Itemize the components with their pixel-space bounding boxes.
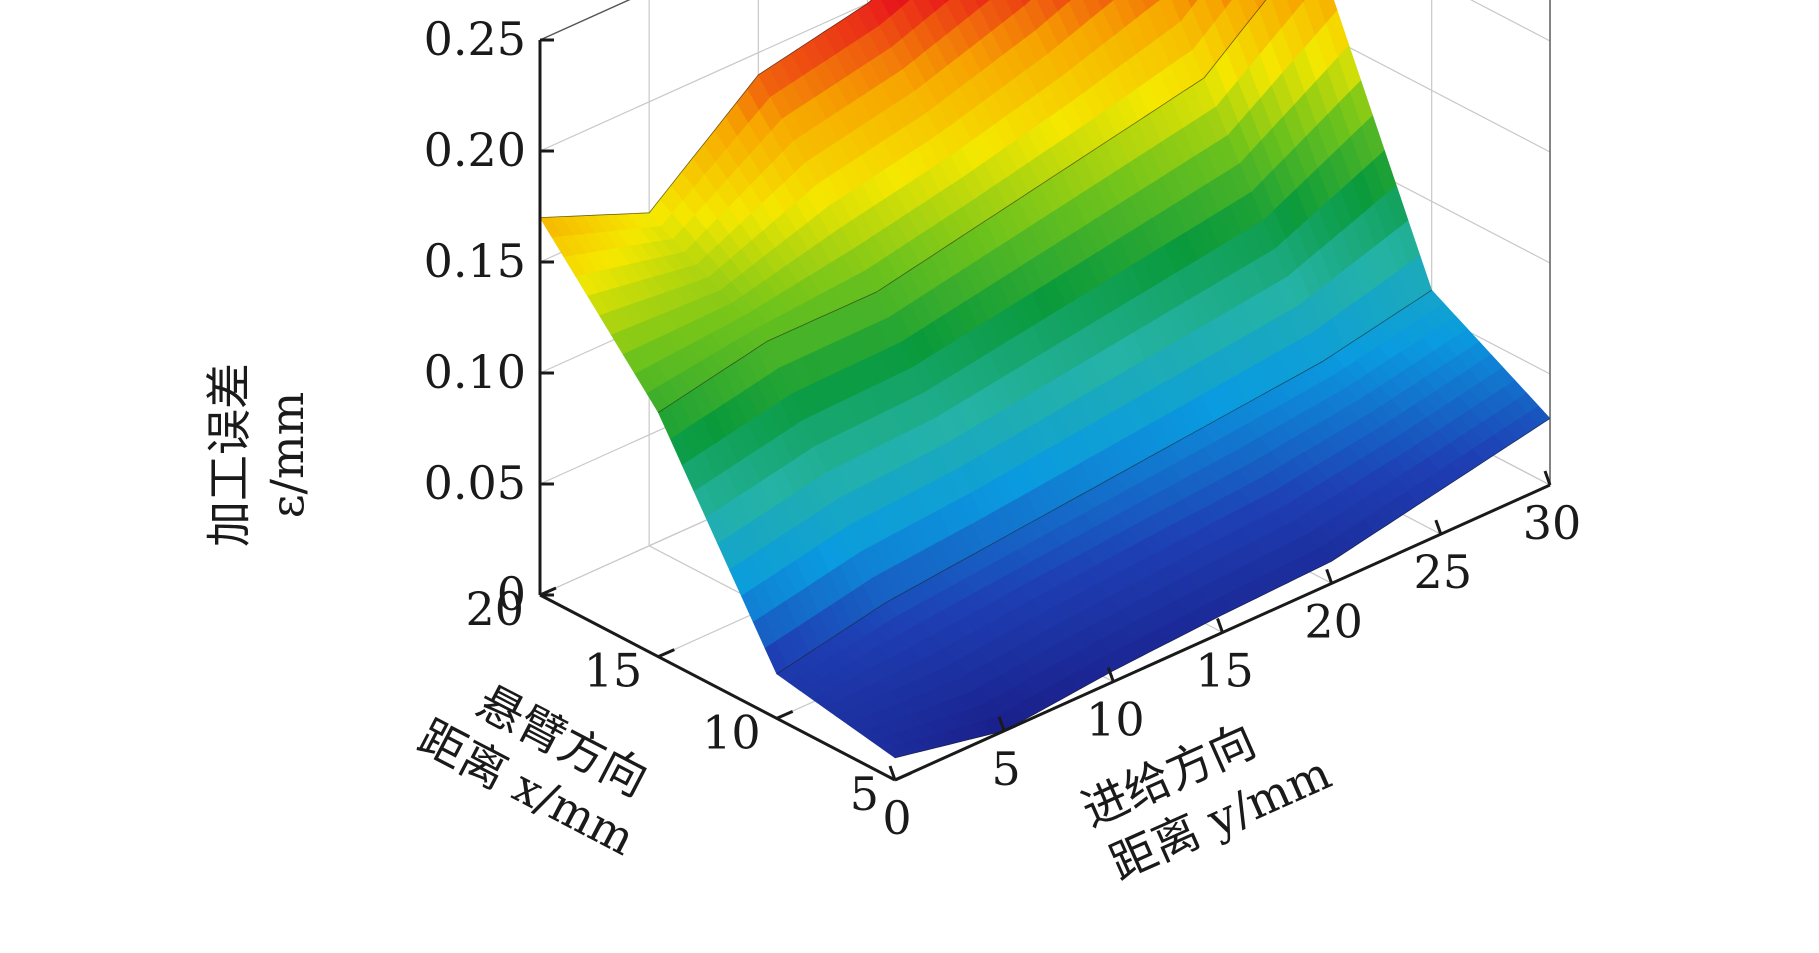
- y-tick: [1543, 470, 1552, 486]
- surface-patch: [1082, 0, 1103, 19]
- surface-patch: [1204, 0, 1226, 23]
- grid-line: [1257, 0, 1551, 153]
- surface-patch: [944, 0, 950, 3]
- surface-patch: [1254, 0, 1267, 10]
- surface-patch: [1157, 0, 1181, 30]
- surface-patch: [928, 0, 947, 12]
- surface-patch: [1171, 0, 1192, 22]
- surface-patch: [1020, 0, 1031, 7]
- surface-patch: [1318, 0, 1338, 23]
- surface-patch: [900, 0, 925, 30]
- surface-patch: [1052, 0, 1069, 12]
- surface-patch: [897, 0, 910, 8]
- surface-patch: [1023, 0, 1048, 31]
- surface-patch: [1142, 0, 1159, 11]
- y-tick-label: 25: [1414, 545, 1473, 599]
- axes-layer: [538, 38, 1552, 782]
- y-tick-label: 0: [882, 791, 911, 845]
- z-tick-label: 0.05: [424, 456, 526, 510]
- surface-patch: [1112, 0, 1137, 28]
- surface-patch: [1221, 0, 1232, 9]
- x-tick: [657, 648, 675, 659]
- y-tick-label: 10: [1086, 693, 1145, 747]
- surface-patch: [990, 0, 1014, 24]
- surface-patch: [1258, 0, 1282, 42]
- surface-patch: [975, 0, 990, 9]
- z-axis-title-line: ε/mm: [260, 392, 314, 519]
- x-tick-label: 15: [584, 644, 643, 698]
- surface-patch: [979, 0, 1003, 32]
- surface-layer: [539, 0, 1551, 759]
- z-tick-label: 0.20: [424, 123, 526, 177]
- surface-patch: [1097, 0, 1114, 10]
- z-axis-title: 加工误差 ε/mm: [202, 363, 314, 547]
- surface-patch: [912, 0, 936, 21]
- surface-patch: [1101, 0, 1126, 36]
- y-tick: [888, 765, 897, 781]
- x-tick: [894, 771, 912, 782]
- x-tick: [539, 586, 557, 597]
- mesh-line: [539, 0, 873, 218]
- surface-patch: [867, 0, 891, 26]
- surface-patch: [1036, 0, 1059, 21]
- y-tick-label: 5: [992, 742, 1021, 796]
- surface-patch: [1156, 0, 1160, 2]
- y-tick-label: 15: [1195, 644, 1254, 698]
- surface-patch: [1188, 0, 1198, 8]
- x-tick: [776, 709, 794, 720]
- surface-patch: [945, 0, 969, 26]
- z-tick-label: 0: [497, 567, 526, 621]
- mesh-line: [658, 0, 1267, 413]
- surface-patch: [1005, 0, 1025, 15]
- y-tick-label: 20: [1304, 594, 1363, 648]
- x-axis-line: [539, 593, 896, 782]
- z-tick-label: 0.25: [424, 12, 526, 66]
- surface-patch: [1067, 0, 1071, 2]
- z-axis-title-line: 加工误差: [202, 363, 256, 547]
- z-tick-label: 0.15: [424, 234, 526, 288]
- surface-patch: [1127, 0, 1148, 19]
- surface-patch: [1271, 0, 1293, 28]
- x-tick-label: 20: [465, 582, 524, 636]
- z-tick-label: 0.10: [424, 345, 526, 399]
- x-tick-label: 5: [850, 767, 879, 821]
- y-tick: [1325, 568, 1334, 584]
- y-tick: [1434, 519, 1443, 535]
- surface-patch: [1302, 0, 1305, 2]
- surface-patch: [1302, 0, 1327, 36]
- y-tick: [997, 716, 1006, 732]
- surface-patch: [1068, 0, 1092, 28]
- y-tick-label: 30: [1523, 496, 1582, 550]
- x-tick-label: 10: [702, 705, 761, 759]
- grid-line: [1470, 0, 1551, 42]
- surface-patch: [959, 0, 980, 17]
- surface-patch: [881, 0, 902, 17]
- y-tick: [1216, 617, 1224, 634]
- y-tick: [1106, 667, 1115, 683]
- surface-patch: [1286, 0, 1304, 15]
- mesh-line: [776, 289, 1432, 675]
